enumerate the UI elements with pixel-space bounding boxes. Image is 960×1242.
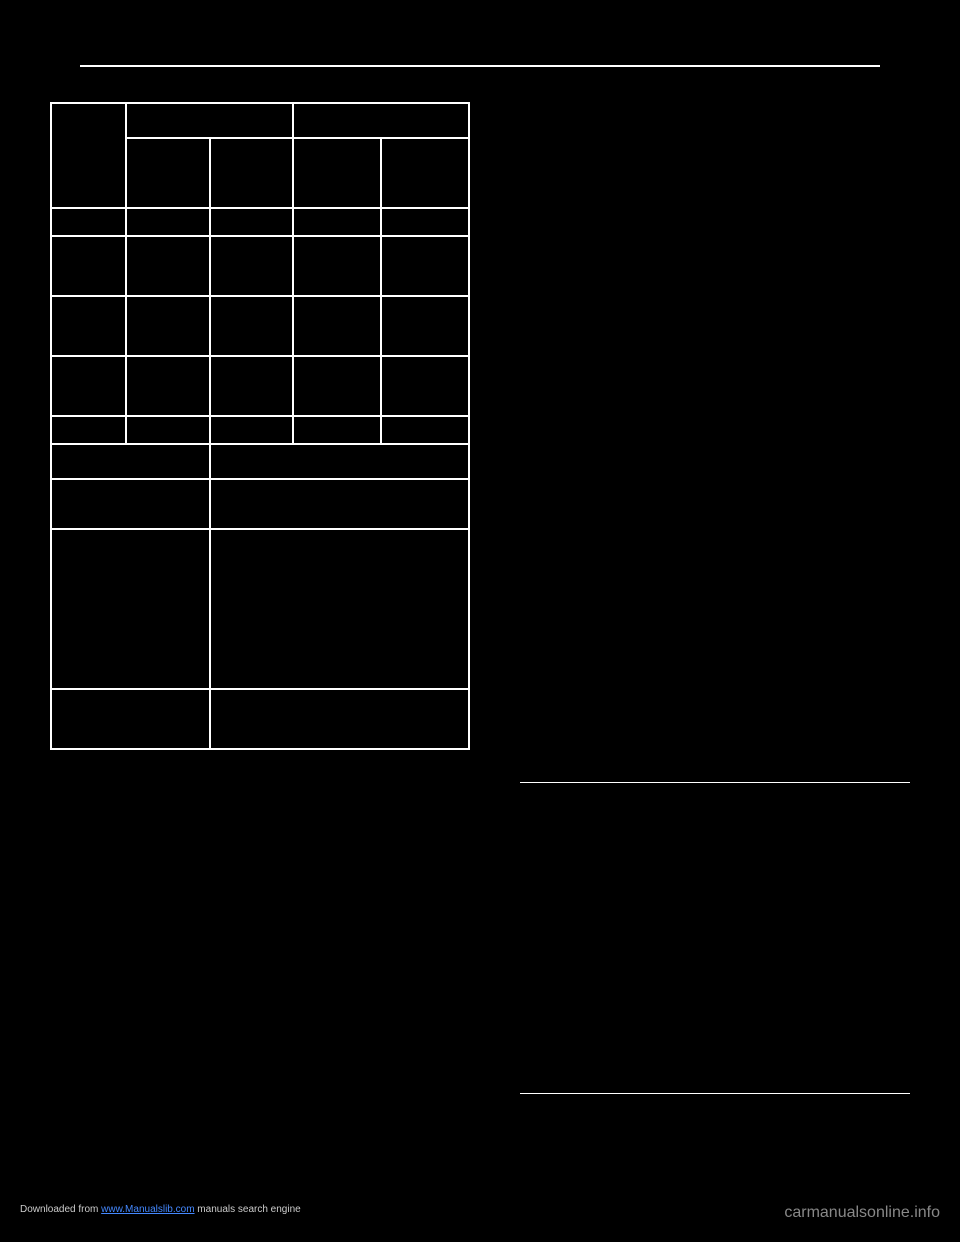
header-rule <box>80 65 880 67</box>
footer-prefix: Downloaded from <box>20 1204 101 1215</box>
table-row <box>51 444 469 479</box>
footer-watermark: carmanualsonline.info <box>784 1204 940 1222</box>
specifications-table <box>50 102 470 750</box>
footer-suffix: manuals search engine <box>195 1204 301 1215</box>
left-column <box>50 102 470 1094</box>
right-column-rule-2 <box>520 1093 910 1094</box>
table-row <box>51 296 469 356</box>
page-footer: Downloaded from www.Manualslib.com manua… <box>0 1204 960 1222</box>
table-row <box>51 208 469 236</box>
table-row <box>51 103 469 138</box>
footer-link[interactable]: www.Manualslib.com <box>101 1204 194 1215</box>
table-row <box>51 236 469 296</box>
table-row <box>51 479 469 529</box>
footer-download-text: Downloaded from www.Manualslib.com manua… <box>20 1204 301 1222</box>
right-column-rule-1 <box>520 782 910 783</box>
right-column <box>520 102 910 1094</box>
page-container <box>0 0 960 1114</box>
table-row <box>51 689 469 749</box>
table-row <box>51 416 469 444</box>
table-row <box>51 356 469 416</box>
content-columns <box>50 102 910 1094</box>
table-row <box>51 529 469 689</box>
